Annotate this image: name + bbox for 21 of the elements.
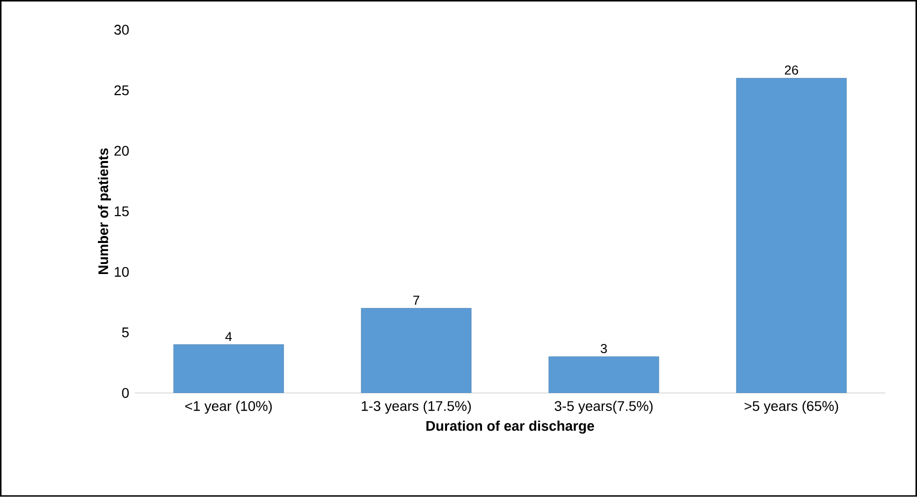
bar — [736, 78, 847, 394]
y-tick-label: 30 — [114, 24, 129, 35]
bar — [361, 308, 472, 394]
data-label: 4 — [225, 332, 232, 342]
data-label: 7 — [413, 296, 420, 305]
bar — [173, 344, 284, 394]
y-tick-label: 20 — [114, 146, 129, 156]
y-tick-label: 25 — [114, 85, 129, 96]
data-label: 26 — [784, 66, 798, 75]
x-tick-label: 1-3 years (17.5%) — [362, 400, 471, 414]
x-tick-label: >5 years (65%) — [744, 400, 838, 414]
y-tick-label: 5 — [122, 328, 129, 338]
y-tick-label: 0 — [122, 388, 129, 398]
x-axis-title: Duration of ear discharge — [426, 420, 594, 434]
data-label: 3 — [600, 344, 607, 354]
y-axis-title: Number of patients — [98, 148, 111, 274]
bar — [548, 356, 660, 394]
y-tick-label: 15 — [114, 206, 129, 216]
y-tick-label: 10 — [114, 267, 129, 277]
x-tick-label: 3-5 years(7.5%) — [554, 400, 653, 414]
x-tick-label: <1 year (10%) — [185, 400, 272, 414]
